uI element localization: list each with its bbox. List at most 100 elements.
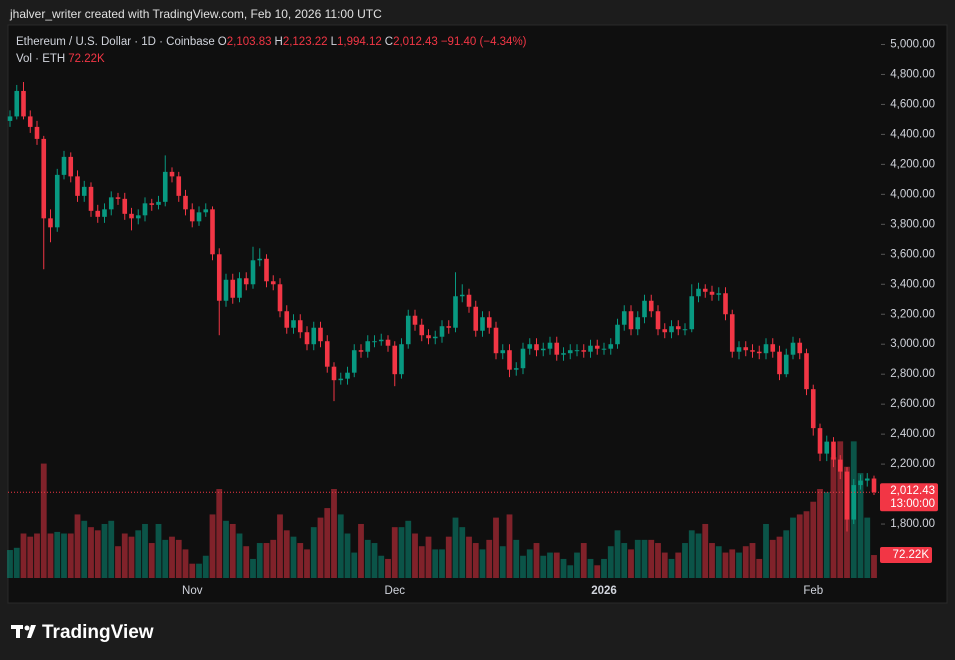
volume-bar	[432, 549, 439, 578]
candle-body	[230, 279, 236, 298]
candle-body	[297, 320, 303, 333]
ohlc-value: 2,012.43	[393, 36, 438, 48]
volume-bar	[358, 523, 364, 578]
candle-body	[284, 311, 290, 328]
volume-bar	[398, 527, 405, 578]
candle-body	[75, 176, 80, 196]
last-price-badge	[880, 483, 938, 512]
volume-bar	[94, 530, 101, 578]
volume-bar	[857, 473, 864, 578]
volume-bar	[270, 539, 277, 578]
candle-body	[831, 441, 836, 460]
candle-body	[311, 327, 317, 345]
volume-bar	[412, 533, 418, 578]
volume-bar	[601, 558, 607, 578]
volume-bar	[594, 565, 601, 578]
y-tick-label: 3,400.00	[890, 278, 935, 290]
candle-body	[594, 345, 600, 349]
candle-body	[419, 324, 425, 336]
candle-body	[338, 378, 344, 381]
volume-bar	[256, 543, 263, 578]
volume-bar	[796, 514, 803, 578]
volume-bar	[425, 536, 432, 578]
volume-bar	[196, 563, 202, 578]
volume-bar	[668, 558, 675, 578]
candle-body	[864, 478, 870, 481]
volume-bar	[344, 533, 351, 578]
candle-body	[655, 311, 661, 330]
candle-body	[817, 428, 823, 454]
candle-body	[453, 296, 458, 328]
candle-body	[7, 116, 13, 121]
candle-body	[871, 478, 877, 493]
volume-bar	[513, 539, 520, 578]
candle-body	[405, 315, 411, 345]
candle-body	[61, 156, 67, 175]
ohlc-key: C	[384, 36, 394, 48]
volume-bar	[310, 527, 317, 578]
candle-body	[669, 326, 674, 333]
volume-bar	[175, 539, 182, 578]
volume-bar	[47, 533, 54, 578]
y-tick-label: 2,400.00	[890, 428, 935, 440]
candle-body	[426, 335, 431, 339]
candle-body	[169, 171, 175, 177]
candle-body	[257, 258, 263, 261]
candle-body	[635, 317, 641, 330]
volume-bar	[769, 539, 776, 578]
candle-body	[358, 350, 364, 352]
candle-body	[365, 341, 371, 352]
volume-bar	[101, 523, 108, 578]
candle-body	[351, 350, 357, 373]
volume-bar	[520, 555, 526, 578]
candle-body	[783, 354, 789, 375]
y-tick-label: 3,800.00	[890, 218, 935, 230]
candle-body	[824, 441, 830, 454]
ohlc-key: L	[330, 36, 337, 48]
candle-body	[372, 341, 377, 343]
candle-body	[574, 350, 580, 352]
y-tick-label: 2,800.00	[890, 368, 935, 380]
volume-bar	[533, 543, 540, 578]
volume-bar	[479, 549, 486, 578]
volume-bar	[560, 558, 567, 578]
candle-body	[142, 203, 148, 216]
candle-body	[34, 126, 40, 139]
candle-body	[48, 218, 53, 228]
volume-bar	[702, 523, 709, 578]
volume-bar	[493, 517, 499, 578]
candle-body	[648, 300, 654, 312]
volume-bar	[830, 457, 837, 578]
volume-bar	[155, 523, 162, 578]
candle-body	[797, 342, 803, 354]
candle-body	[129, 213, 134, 219]
candle-body	[628, 311, 634, 330]
volume-bar	[742, 546, 749, 578]
candle-body	[702, 288, 708, 292]
volume-bar	[547, 552, 553, 578]
candle-body	[743, 347, 749, 351]
volume-bar	[628, 549, 634, 578]
candle-body	[102, 209, 107, 217]
attribution: jhalver_writer created with TradingView.…	[9, 7, 382, 21]
candle-body	[27, 116, 33, 127]
candle-body	[277, 284, 283, 312]
volume-bar	[641, 539, 648, 578]
candle-body	[588, 345, 593, 352]
candle-body	[304, 332, 310, 345]
x-tick-label: Feb	[803, 585, 823, 597]
change: −91.40 (−4.34%)	[440, 36, 527, 48]
volume-bar	[108, 520, 115, 578]
volume-bar	[290, 536, 297, 578]
candle-body	[716, 293, 722, 295]
candle-body	[790, 342, 796, 355]
volume-bar	[40, 463, 47, 578]
y-tick-label: 4,400.00	[890, 128, 935, 140]
candle-body	[156, 201, 161, 205]
volume-bar	[67, 533, 74, 578]
volume-bar	[371, 543, 378, 578]
y-tick-label: 4,600.00	[890, 98, 935, 110]
candle-body	[473, 306, 479, 331]
candle-body	[500, 350, 506, 354]
